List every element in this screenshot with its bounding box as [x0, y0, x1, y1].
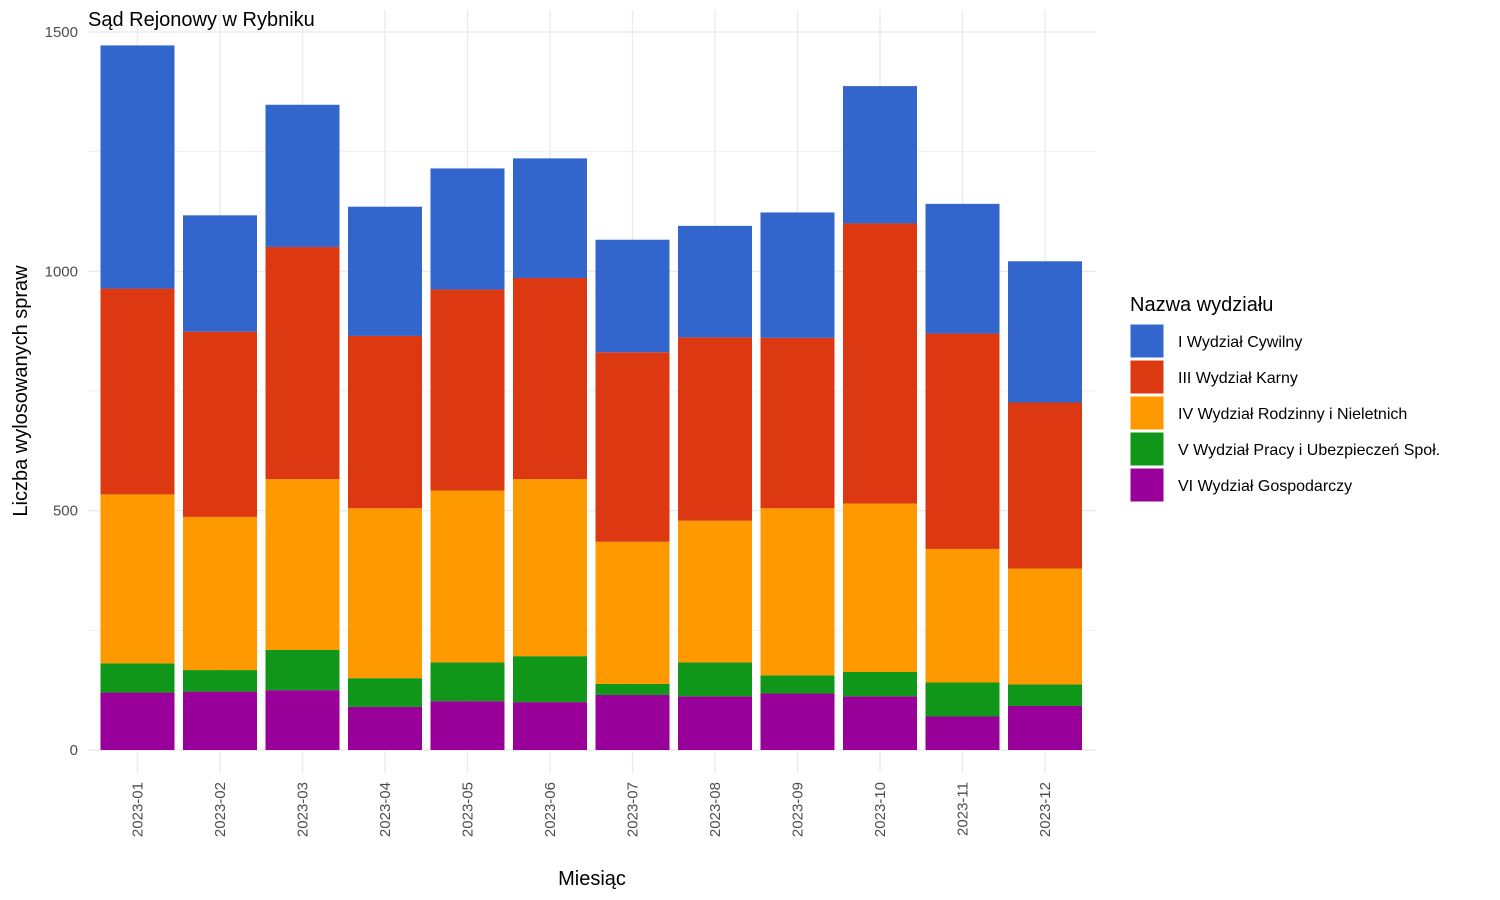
- legend-label: I Wydział Cywilny: [1178, 334, 1302, 351]
- x-tick-label: 2023-06: [542, 782, 559, 837]
- legend: Nazwa wydziału I Wydział Cywilny III Wydz…: [1129, 294, 1440, 503]
- bar-segment: [348, 706, 422, 750]
- bar-segment: [678, 337, 752, 521]
- x-tick-label: 2023-07: [625, 782, 642, 837]
- bar-segment: [1008, 402, 1082, 569]
- bar-segment: [265, 246, 340, 480]
- bar-segment: [925, 203, 1000, 334]
- bar-segment: [925, 716, 1000, 750]
- bar-segment: [678, 520, 752, 663]
- bar-segment: [1008, 705, 1082, 750]
- bar-segment: [430, 289, 505, 491]
- bar-segment: [265, 104, 340, 247]
- legend-swatch: [1129, 431, 1165, 467]
- bar-segment: [925, 548, 1000, 683]
- bar-segment: [760, 508, 835, 676]
- legend-label: V Wydział Pracy i Ubezpieczeń Społ.: [1178, 442, 1440, 459]
- legend-swatch: [1129, 395, 1165, 431]
- bar-segment: [430, 701, 505, 750]
- y-tick-label: 0: [70, 742, 78, 759]
- bar-segment: [430, 490, 505, 663]
- bar-segment: [760, 337, 835, 509]
- legend-label: III Wydział Karny: [1178, 370, 1298, 387]
- x-tick-label: 2023-08: [707, 782, 724, 837]
- y-tick-label: 1500: [45, 24, 78, 41]
- bar-segment: [843, 503, 917, 672]
- x-tick-label: 2023-12: [1037, 782, 1054, 837]
- bars: [100, 45, 1082, 750]
- x-axis-ticks: 2023-01 2023-02 2023-03 2023-04 2023-05 2023-…: [130, 782, 1055, 837]
- legend-title: Nazwa wydziału: [1130, 294, 1273, 316]
- bar-segment: [265, 690, 340, 750]
- x-axis-title: Miesiąc: [558, 868, 626, 890]
- bar-segment: [843, 671, 917, 697]
- bar-segment: [100, 494, 175, 664]
- y-axis-title: Liczba wylosowanych spraw: [10, 265, 32, 517]
- bar-segment: [678, 696, 752, 750]
- bar-segment: [348, 206, 422, 336]
- bar-segment: [430, 662, 505, 702]
- bar-segment: [100, 45, 175, 289]
- bar-segment: [183, 331, 257, 517]
- y-axis-ticks: 0 500 1000 1500: [45, 24, 78, 759]
- bar-segment: [595, 541, 670, 684]
- bar-segment: [513, 479, 587, 657]
- bar-segment: [760, 675, 835, 694]
- x-tick-label: 2023-03: [295, 782, 312, 837]
- bar-segment: [843, 696, 917, 750]
- legend-swatch: [1129, 467, 1165, 503]
- bar-segment: [678, 662, 752, 697]
- bar-segment: [513, 656, 587, 703]
- bar-segment: [1008, 568, 1082, 685]
- bar-segment: [595, 683, 670, 695]
- bar-segment: [595, 352, 670, 542]
- bar-segment: [925, 333, 1000, 549]
- bar-segment: [843, 86, 917, 224]
- chart-title: Sąd Rejonowy w Rybniku: [88, 9, 315, 31]
- bar-segment: [513, 702, 587, 750]
- bar-segment: [183, 691, 257, 750]
- bar-segment: [430, 168, 505, 290]
- x-tick-label: 2023-09: [790, 782, 807, 837]
- bar-segment: [265, 479, 340, 650]
- bar-segment: [1008, 684, 1082, 706]
- bar-segment: [678, 225, 752, 338]
- bar-segment: [348, 335, 422, 509]
- x-tick-label: 2023-01: [130, 782, 147, 837]
- bar-segment: [100, 663, 175, 693]
- x-tick-label: 2023-10: [872, 782, 889, 837]
- y-tick-label: 1000: [45, 263, 78, 280]
- legend-label: VI Wydział Gospodarczy: [1178, 478, 1352, 495]
- x-tick-label: 2023-11: [955, 782, 972, 836]
- bar-segment: [513, 278, 587, 480]
- legend-label: IV Wydział Rodzinny i Nieletnich: [1178, 406, 1407, 423]
- bar-segment: [1008, 261, 1082, 403]
- bar-segment: [183, 516, 257, 671]
- bar-segment: [183, 215, 257, 332]
- bar-segment: [595, 694, 670, 750]
- bar-segment: [595, 239, 670, 353]
- legend-swatch: [1129, 359, 1165, 395]
- x-tick-label: 2023-02: [212, 782, 229, 837]
- y-tick-label: 500: [53, 503, 78, 520]
- bar-segment: [843, 223, 917, 504]
- x-tick-label: 2023-05: [460, 782, 477, 837]
- bar-segment: [100, 692, 175, 750]
- bar-segment: [348, 508, 422, 679]
- bar-segment: [760, 212, 835, 338]
- bar-segment: [183, 670, 257, 692]
- bar-segment: [265, 649, 340, 691]
- bar-segment: [925, 682, 1000, 717]
- bar-segment: [100, 288, 175, 495]
- legend-items: I Wydział Cywilny III Wydział Karny IV Wyd…: [1129, 323, 1440, 503]
- bar-segment: [348, 678, 422, 707]
- x-tick-label: 2023-04: [377, 782, 394, 837]
- legend-swatch: [1129, 323, 1165, 359]
- bar-segment: [760, 693, 835, 750]
- bar-segment: [513, 158, 587, 279]
